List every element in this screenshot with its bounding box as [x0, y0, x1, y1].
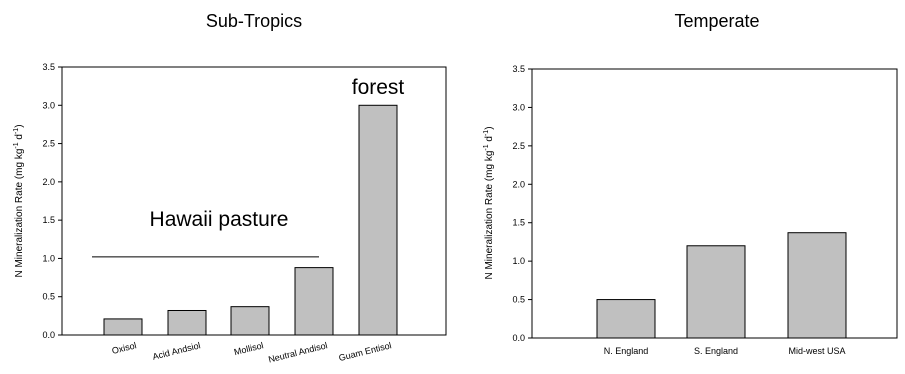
x-tick-label: Mollisol — [233, 340, 265, 357]
x-tick-label: N. England — [604, 346, 649, 356]
x-tick-label: S. England — [694, 346, 738, 356]
bar — [167, 309, 207, 336]
y-tick-label: 0.5 — [512, 295, 525, 305]
x-tick-label: Oxisol — [111, 340, 138, 356]
bar — [787, 232, 847, 339]
plot-area: 0.0 0.5 1.0 1.5 2.0 2.5 3.0 3.5 Oxisol Acid Andsi… — [42, 62, 447, 365]
x-tick-label: Guam Entisol — [338, 340, 393, 363]
chart-temperate: Temperate N Mineralization Rate (mg kg-1… — [483, 11, 898, 356]
y-tick-label: 1.0 — [42, 253, 55, 263]
y-tick-label: 2.5 — [512, 141, 525, 151]
y-tick-label: 1.0 — [512, 256, 525, 266]
pasture-annotation: Hawaii pasture — [150, 208, 289, 231]
bar — [230, 306, 270, 336]
y-tick-label: 0.5 — [42, 292, 55, 302]
x-tick-label: Acid Andsiol — [151, 340, 201, 362]
y-tick-label: 3.5 — [42, 62, 55, 72]
y-tick-label: 2.0 — [42, 177, 55, 187]
y-tick-label: 2.5 — [42, 139, 55, 149]
chart-title: Temperate — [674, 11, 759, 31]
bar — [686, 245, 746, 339]
y-tick-label: 3.0 — [512, 102, 525, 112]
y-tick-label: 0.0 — [512, 333, 525, 343]
y-tick-label: 1.5 — [512, 218, 525, 228]
y-axis-label: N Mineralization Rate (mg kg-1 d-1) — [13, 124, 25, 277]
bar — [103, 318, 143, 336]
chart-title: Sub-Tropics — [206, 11, 302, 31]
y-tick-label: 1.5 — [42, 215, 55, 225]
forest-annotation: forest — [352, 76, 405, 99]
x-tick-label: Mid-west USA — [788, 346, 845, 356]
y-tick-label: 0.0 — [42, 330, 55, 340]
y-axis-label: N Mineralization Rate (mg kg-1 d-1) — [483, 126, 495, 279]
bar — [294, 267, 334, 336]
chart-sub-tropics: Sub-Tropics N Mineralization Rate (mg kg… — [13, 11, 447, 365]
y-tick-label: 3.5 — [512, 64, 525, 74]
plot-area: 0.0 0.5 1.0 1.5 2.0 2.5 3.0 3.5 N. England S. Eng… — [512, 64, 898, 356]
bar — [358, 104, 398, 336]
x-tick-label: Neutral Andisol — [267, 340, 328, 364]
y-tick-label: 2.0 — [512, 179, 525, 189]
bar — [596, 299, 656, 339]
y-tick-label: 3.0 — [42, 100, 55, 110]
